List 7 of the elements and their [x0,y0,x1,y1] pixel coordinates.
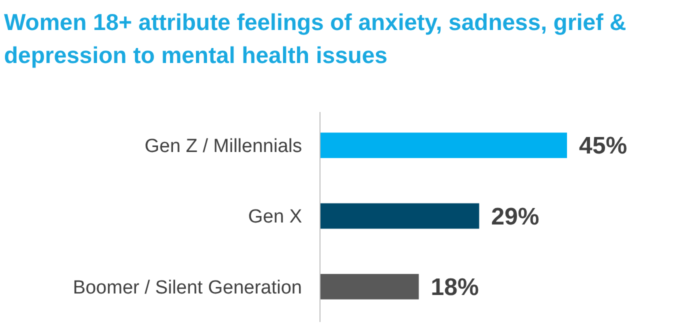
data-label: 29% [491,203,540,230]
y-tick-label: Boomer / Silent Generation [72,277,302,298]
data-label: 18% [430,274,479,302]
y-tick-label: Gen Z / Millennials [144,136,302,157]
y-tick-label: Gen X [248,206,302,228]
data-label: 45% [579,132,628,160]
chart-title: Women 18+ attribute feelings of anxiety, sadness, grief & depression to mental health issues [4,9,626,68]
